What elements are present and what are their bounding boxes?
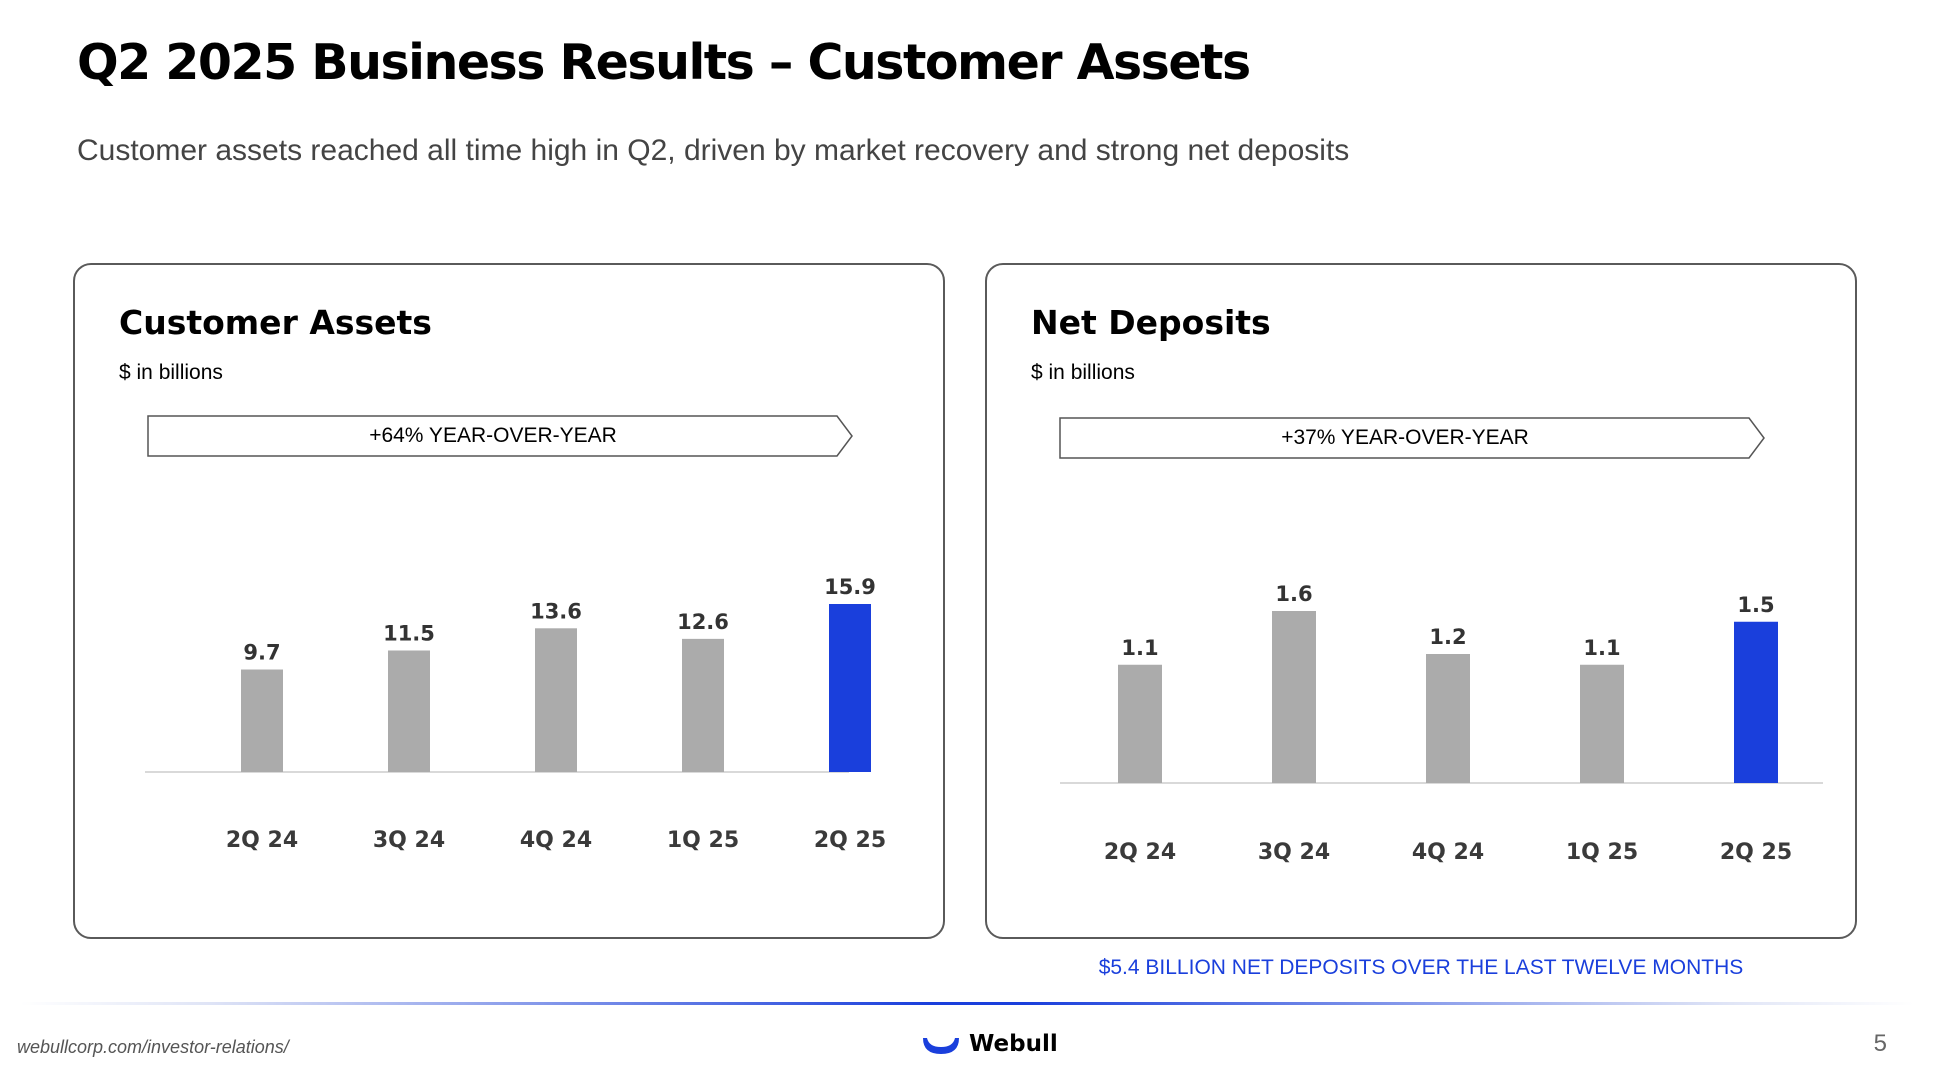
bar-value-label: 1.1	[1121, 636, 1158, 660]
bar	[241, 669, 283, 772]
net-deposits-bar-chart: 1.1 2Q 24 1.6 3Q 24 1.2 4Q 24 1.1 1Q 25 1.5 2Q 25	[1060, 582, 1828, 865]
chart-title: Net Deposits	[1031, 303, 1271, 342]
brand-logo: Webull	[921, 1024, 1058, 1064]
yoy-banner: +37% YEAR-OVER-YEAR	[1059, 417, 1765, 459]
webull-smile-icon	[923, 1038, 959, 1054]
bar	[535, 628, 577, 772]
x-tick-label: 4Q 24	[1412, 840, 1484, 865]
bar-value-label: 13.6	[530, 599, 582, 623]
bar	[1734, 621, 1778, 783]
bar-value-label: 9.7	[243, 641, 280, 665]
bar	[388, 650, 430, 772]
x-tick-label: 2Q 24	[1104, 840, 1176, 865]
x-tick-label: 4Q 24	[520, 828, 592, 853]
page-subtitle: Customer assets reached all time high in…	[77, 134, 1350, 167]
bar	[1118, 664, 1162, 783]
x-tick-label: 3Q 24	[1258, 840, 1330, 865]
chart-title: Customer Assets	[119, 303, 432, 342]
chevron-arrow-icon	[147, 415, 853, 457]
yoy-banner-text: +64% YEAR-OVER-YEAR	[369, 424, 617, 447]
chevron-arrow-icon	[1059, 417, 1765, 459]
x-tick-label: 1Q 25	[1566, 840, 1638, 865]
bar	[682, 638, 724, 772]
bar	[829, 604, 871, 772]
chart-unit: $ in billions	[1031, 361, 1135, 384]
bar-value-label: 11.5	[383, 621, 435, 645]
customer-assets-panel: Customer Assets $ in billions +64% YEAR-…	[73, 263, 945, 939]
footer-divider	[20, 1002, 1914, 1005]
customer-assets-chart: 9.7 2Q 24 11.5 3Q 24 13.6 4Q 24 12.6 1Q 25 15.9 2…	[115, 465, 911, 878]
x-tick-label: 3Q 24	[373, 828, 445, 853]
page-title: Q2 2025 Business Results – Customer Asse…	[77, 34, 1251, 91]
x-tick-label: 2Q 24	[226, 828, 298, 853]
bar-value-label: 1.2	[1429, 625, 1466, 649]
bar-value-label: 15.9	[824, 575, 876, 599]
chart-unit: $ in billions	[119, 361, 223, 384]
bar-value-label: 1.5	[1737, 593, 1774, 617]
bar-value-label: 12.6	[677, 610, 729, 634]
yoy-banner: +64% YEAR-OVER-YEAR	[147, 415, 853, 457]
bar-value-label: 1.6	[1275, 582, 1312, 606]
ltm-deposits-note: $5.4 BILLION NET DEPOSITS OVER THE LAST …	[1098, 956, 1744, 979]
customer-assets-bar-chart: 9.7 2Q 24 11.5 3Q 24 13.6 4Q 24 12.6 1Q 25 15.9 2…	[145, 575, 886, 853]
x-tick-label: 2Q 25	[1720, 840, 1792, 865]
footer-url: webullcorp.com/investor-relations/	[17, 1037, 289, 1057]
net-deposits-chart: 1.1 2Q 24 1.6 3Q 24 1.2 4Q 24 1.1 1Q 25 1.5 2Q 25	[1027, 465, 1828, 890]
x-tick-label: 1Q 25	[667, 828, 739, 853]
bar	[1580, 664, 1624, 783]
bar	[1272, 611, 1316, 783]
bar	[1426, 654, 1470, 783]
x-tick-label: 2Q 25	[814, 828, 886, 853]
page-number: 5	[1873, 1030, 1887, 1057]
yoy-banner-text: +37% YEAR-OVER-YEAR	[1281, 426, 1529, 449]
bar-value-label: 1.1	[1583, 636, 1620, 660]
brand-name: Webull	[969, 1031, 1058, 1057]
net-deposits-panel: Net Deposits $ in billions +37% YEAR-OVE…	[985, 263, 1857, 939]
